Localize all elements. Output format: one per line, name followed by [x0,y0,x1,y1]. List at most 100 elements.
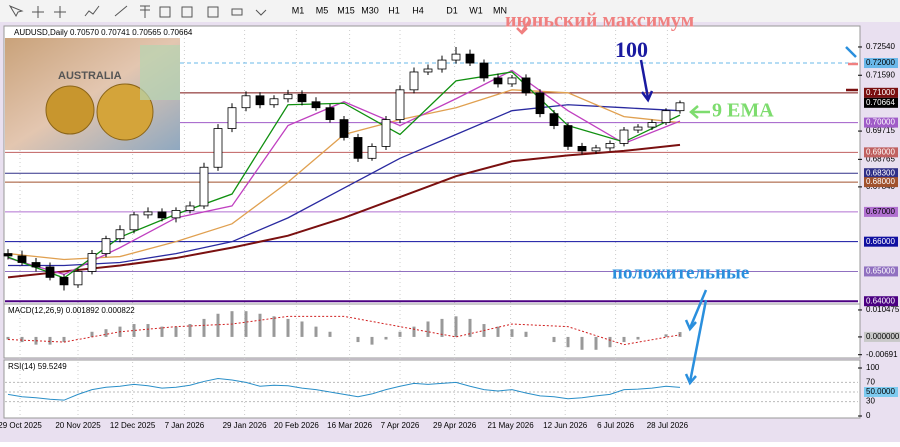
timeframe-button[interactable]: H4 [412,5,424,15]
candle-body [269,98,279,106]
timeframe-button[interactable]: M1 [292,5,305,15]
annotation: 9 EMA [712,100,774,122]
timeframe-button[interactable]: MN [493,5,507,15]
x-tick-label: 28 Jul 2026 [647,421,689,430]
level-tag [864,168,898,179]
y-tick-label: 0.010475 [866,305,900,314]
x-tick-label: 29 Jan 2026 [223,421,268,430]
level-label: 0.65000 [866,267,895,276]
candle-body [17,255,27,263]
y-tick-label: 0.69715 [866,126,895,135]
moving-average [7,143,681,279]
x-tick-label: 16 Mar 2026 [327,421,372,430]
current-label: 0.70664 [866,98,895,107]
candle-body [171,210,181,219]
candle-body [423,68,433,73]
y-tick-label: 0 [866,411,871,420]
candle-body [633,126,643,131]
y-tick-label: 70 [866,378,875,387]
level-tag [864,87,898,98]
level-label: 0.70000 [866,118,895,127]
y-tick-label: -0.00691 [866,350,898,359]
candle-body [521,77,531,94]
level-label: 0.72000 [866,58,895,67]
candle-body [59,276,69,286]
candle-body [339,119,349,138]
candle-body [213,128,223,168]
photo: AUSTRALIA [5,38,180,150]
x-tick-label: 7 Jan 2026 [165,421,205,430]
candle-body [31,262,41,268]
y-tick-label: 50.0000 [866,387,895,396]
candle-body [451,53,461,61]
chart-title: RSI(14) 59.5249 [8,362,67,371]
annotation: июньский максимум [505,10,694,32]
moving-average [8,104,681,267]
x-tick-label: 20 Feb 2026 [274,421,319,430]
annotation: положительные [612,262,749,283]
x-tick-label: 20 Nov 2025 [55,421,101,430]
y-tick-label: 0.72540 [866,42,895,51]
candle-body [157,211,167,219]
level-tag [864,236,898,247]
annotation: 100 [615,37,648,62]
arrows [516,19,858,386]
candle-body [409,71,419,91]
y-tick-label: 0.000000 [866,332,900,341]
x-tick-label: 29 Apr 2026 [433,421,477,430]
timeframe-button[interactable]: D1 [446,5,458,15]
photo-text: AUSTRALIA [58,70,122,82]
candle-body [381,119,391,147]
candle-body [493,77,503,85]
candle-body [143,211,153,216]
zero-tag [864,331,900,342]
candle-body [675,102,685,112]
y-tick-label: 100 [866,363,880,372]
candle-body [395,89,405,121]
toolbar [0,0,900,22]
candle-body [73,271,83,286]
candle-body [45,266,55,278]
candle-body [563,125,573,147]
x-tick-label: 12 Dec 2025 [110,421,156,430]
timeframe-button[interactable]: W1 [469,5,483,15]
level-tag [864,266,898,277]
level-label: 0.64000 [866,296,895,305]
candle-body [325,107,335,121]
timeframe-button[interactable]: M30 [361,5,379,15]
candle-body [199,166,209,207]
candle-body [479,62,489,79]
timeframe-button[interactable]: M15 [337,5,355,15]
level-label: 0.71000 [866,88,895,97]
candle-body [619,129,629,144]
x-tick-label: 12 Jun 2026 [543,421,588,430]
y-tick-label: 0.71590 [866,70,895,79]
candle-body [507,77,517,85]
candle-body [353,137,363,159]
candle-body [577,146,587,152]
level-label: 0.69000 [866,147,895,156]
candle-body [227,107,237,129]
level-label: 0.68000 [866,177,895,186]
candle-body [115,229,125,240]
current-tag [864,97,898,108]
candle-body [283,93,293,100]
candle-body [129,214,139,231]
level-tag [864,58,898,69]
candle-body [549,113,559,126]
level-tag [864,206,898,217]
candle-body [647,122,657,128]
candle-body [255,95,265,106]
x-tick-label: 6 Jul 2026 [597,421,634,430]
candle-body [185,205,195,211]
candle-body [465,53,475,64]
timeframe-button[interactable]: M5 [316,5,329,15]
candle-body [535,92,545,115]
x-tick-label: 7 Apr 2026 [381,421,420,430]
rsi-panel [3,359,861,419]
level-label: 0.66000 [866,237,895,246]
timeframe-button[interactable]: H1 [388,5,400,15]
candle-body [297,93,307,103]
x-tick-label: 29 Oct 2025 [0,421,42,430]
